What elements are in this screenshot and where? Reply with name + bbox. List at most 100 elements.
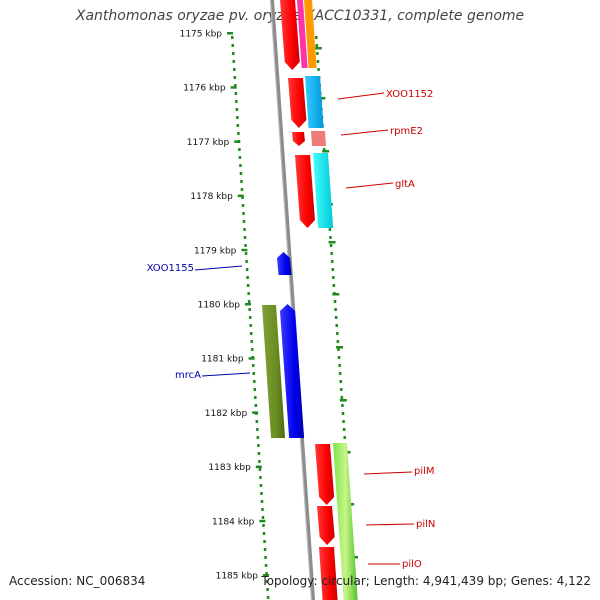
scale-dot: [264, 564, 268, 567]
gene-labels: XOO1152 rpmE2 gltA XOO1155 mrcA pilM pilN pilO: [147, 89, 436, 570]
scale-dot: [336, 340, 340, 343]
gene-label-rpme2: rpmE2: [390, 126, 423, 137]
scale-dot: [258, 468, 262, 471]
inner-scale-dots: [231, 36, 270, 599]
leader-line-pilm: [363, 471, 413, 475]
position-ruler: 1175 kbp 1176 kbp 1177 kbp 1178 kbp 1179 kbp…: [180, 30, 269, 582]
scale-dot: [239, 164, 242, 167]
ruler-tick-label: 1183 kbp: [208, 463, 251, 473]
scale-dot: [232, 52, 235, 55]
scale-dot: [247, 292, 250, 295]
gene-label-pilm: pilM: [414, 466, 435, 477]
gene-label-pilo: pilO: [402, 559, 422, 570]
scale-dot: [329, 244, 333, 247]
ruler-tick-label: 1180 kbp: [198, 301, 241, 311]
scale-dot: [250, 348, 254, 351]
scale-dot: [258, 460, 261, 463]
leader-line-piln: [365, 523, 415, 526]
scale-dot: [248, 308, 251, 311]
scale-dot: [256, 436, 260, 439]
scale-dot: [263, 548, 267, 551]
scale-dot: [316, 60, 320, 63]
scale-dot: [315, 36, 318, 39]
ruler-tick: [230, 86, 237, 89]
scale-dot: [240, 188, 244, 191]
scale-dot: [334, 308, 337, 311]
scale-dot: [236, 124, 240, 127]
scale-dot: [243, 236, 247, 239]
scale-dot: [261, 516, 265, 519]
scale-dot: [336, 332, 339, 335]
scale-dot: [253, 380, 256, 383]
gene-arrow-xoo1155: [277, 252, 292, 275]
scale-dot: [244, 244, 247, 247]
scale-dot: [261, 508, 264, 511]
scale-dot: [266, 596, 270, 599]
ruler-tick-label: 1175 kbp: [180, 30, 223, 40]
ruler-tick: [248, 357, 255, 360]
scale-dot: [254, 404, 258, 407]
scale-dot: [238, 148, 241, 151]
ruler-tick: [259, 519, 266, 523]
ruler-tick-label: 1176 kbp: [183, 84, 226, 94]
gene-arrow-piln: [317, 506, 335, 545]
scale-dot: [332, 284, 336, 287]
gene-label-mrca: mrcA: [175, 370, 201, 381]
gene-arrow-glta: [295, 155, 315, 228]
scale-dot: [252, 372, 256, 375]
scale-dot: [235, 108, 239, 111]
scale-dot: [241, 204, 245, 207]
gene-arrow-mrca: [280, 304, 305, 438]
leader-line-mrca: [201, 372, 251, 377]
scale-dot: [333, 300, 337, 303]
gene-band-top-magenta: [297, 0, 308, 68]
scale-dot: [255, 420, 259, 423]
scale-dot: [341, 412, 345, 415]
gene-band-pilo: [319, 547, 338, 600]
outer-scale-tick: [322, 150, 330, 153]
scale-dot: [260, 492, 263, 495]
scale-dot: [259, 484, 263, 487]
genome-summary-text: Topology: circular; Length: 4,941,439 bp…: [261, 574, 591, 588]
scale-dot: [252, 364, 255, 367]
scale-dot: [248, 316, 252, 319]
ruler-tick: [252, 411, 259, 414]
gene-features: [262, 0, 358, 600]
scale-dot: [316, 52, 319, 55]
scale-dot: [245, 268, 249, 271]
outer-scale-tick: [339, 399, 347, 402]
gene-band-glta: [313, 153, 334, 228]
backbone-highlight: [270, 0, 312, 600]
scale-dot: [337, 356, 341, 359]
scale-dot: [260, 500, 264, 503]
scale-dot: [243, 228, 246, 231]
scale-dot: [241, 196, 244, 199]
gene-band-top-orange: [304, 0, 317, 68]
ruler-tick: [237, 194, 244, 198]
scale-dot: [233, 76, 237, 79]
ruler-tick-label: 1181 kbp: [201, 355, 244, 365]
outer-scale-tick: [332, 293, 340, 296]
scale-dot: [338, 364, 341, 367]
outer-scale-tick: [318, 97, 326, 100]
scale-dot: [240, 180, 243, 183]
outer-scale-tick: [314, 47, 322, 50]
scale-dot: [337, 348, 340, 351]
scale-dot: [265, 580, 269, 583]
scale-dot: [340, 396, 344, 399]
scale-dot: [266, 588, 269, 591]
scale-dot: [231, 36, 234, 39]
scale-dot: [249, 332, 253, 335]
scale-dot: [233, 68, 236, 71]
scale-dot: [330, 252, 333, 255]
scale-dot: [341, 404, 344, 407]
scale-dot: [315, 44, 319, 47]
scale-dot: [343, 436, 346, 439]
scale-dot: [259, 476, 262, 479]
scale-dot: [329, 236, 332, 239]
ruler-tick: [234, 140, 241, 143]
gene-label-piln: pilN: [416, 519, 435, 530]
scale-dot: [232, 60, 236, 63]
scale-dot: [264, 556, 267, 559]
